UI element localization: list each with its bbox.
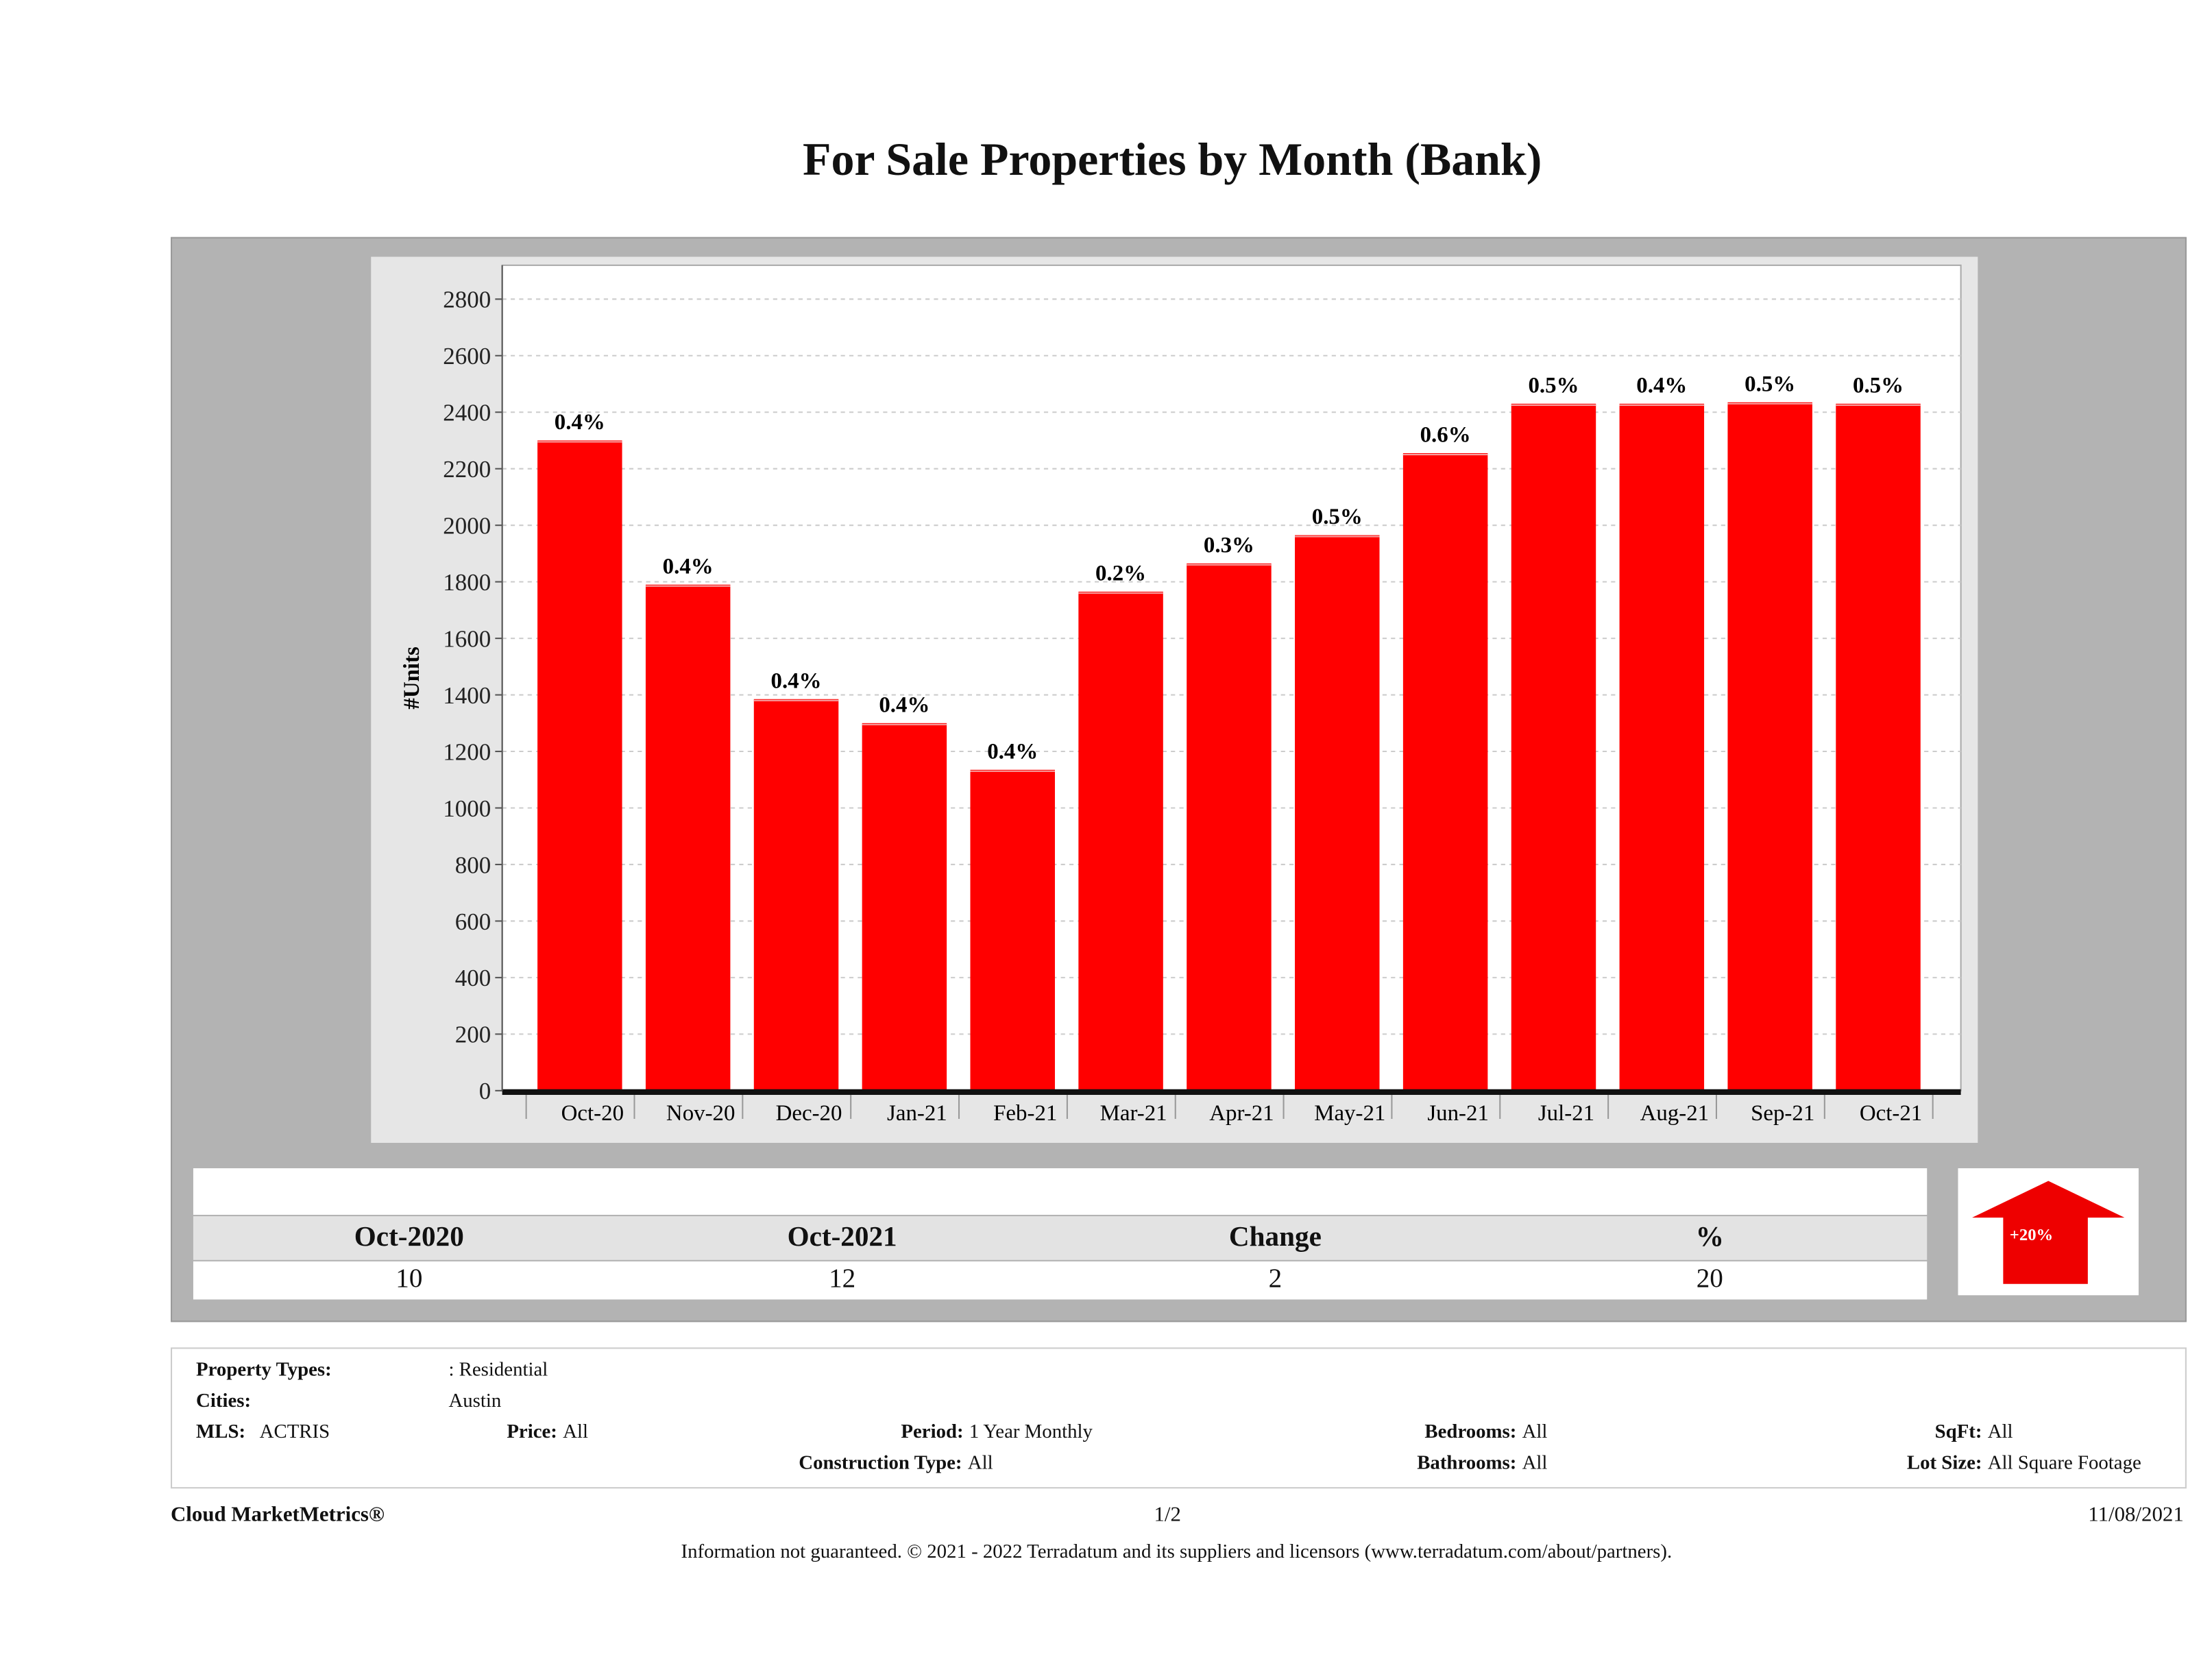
chart-title: For Sale Properties by Month (Bank)	[802, 135, 1542, 186]
x-tick-label: Jan-21	[887, 1101, 947, 1126]
bar	[753, 699, 839, 1091]
up-arrow-icon	[1972, 1181, 2125, 1284]
data-label: 0.5%	[1853, 373, 1904, 398]
x-tick-label: Apr-21	[1209, 1101, 1274, 1126]
y-tick-label: 0	[479, 1078, 491, 1104]
summary-header: Change	[1228, 1222, 1322, 1253]
x-tick-label: Oct-21	[1860, 1101, 1922, 1126]
bedrooms-value: All	[1522, 1422, 1548, 1444]
construction-type-label: Construction Type:	[799, 1453, 962, 1475]
bar	[1078, 592, 1163, 1091]
y-axis-label: #Units	[400, 647, 424, 709]
bar	[1511, 403, 1596, 1091]
x-tick-label: Jun-21	[1427, 1101, 1489, 1126]
data-label: 0.2%	[1095, 561, 1146, 586]
y-tick-label: 1800	[443, 569, 491, 596]
x-tick-label: Sep-21	[1751, 1101, 1814, 1126]
y-tick-label: 2800	[443, 287, 491, 313]
cities-label: Cities:	[196, 1391, 252, 1413]
mls-value: ACTRIS	[259, 1422, 330, 1444]
y-tick-label: 200	[455, 1022, 491, 1048]
y-tick-label: 1600	[443, 625, 491, 652]
y-tick-label: 400	[455, 965, 491, 991]
report-date: 11/08/2021	[2088, 1503, 2184, 1527]
change-badge-label: +20%	[2009, 1224, 2054, 1245]
x-tick-label: Jul-21	[1538, 1101, 1594, 1126]
summary-header-row: Oct-2020 Oct-2021 Change %	[193, 1216, 1928, 1260]
property-types-label: Property Types:	[196, 1360, 332, 1381]
data-label: 0.4%	[1636, 373, 1687, 398]
x-tick-label: Dec-20	[776, 1101, 842, 1126]
page-number: 1/2	[1154, 1503, 1181, 1527]
bar	[1187, 563, 1272, 1091]
summary-header: Oct-2021	[787, 1222, 897, 1253]
data-label: 0.4%	[771, 668, 822, 693]
period-value: 1 Year Monthly	[969, 1422, 1093, 1444]
summary-value: 10	[396, 1264, 423, 1294]
data-label: 0.4%	[663, 554, 714, 579]
chart-panel: 0 200 400 600 800 1000 1200 1400 1600 1800 2000 220…	[371, 256, 1978, 1143]
bar	[1402, 453, 1488, 1091]
change-badge: +20%	[1958, 1168, 2139, 1296]
bar-chart: 0 200 400 600 800 1000 1200 1400 1600 1800 2000 220…	[400, 264, 1962, 1126]
bedrooms-label: Bedrooms:	[1424, 1422, 1517, 1444]
price-label: Price:	[507, 1422, 557, 1444]
period-label: Period:	[901, 1422, 964, 1444]
summary-value: 20	[1696, 1264, 1723, 1294]
data-label: 0.4%	[879, 692, 929, 717]
y-tick-label: 2400	[443, 400, 491, 426]
bar	[645, 584, 731, 1091]
summary-header: %	[1695, 1222, 1724, 1253]
data-label: 0.5%	[1528, 373, 1579, 398]
bar	[1836, 403, 1921, 1091]
bar	[1727, 402, 1812, 1091]
bar	[1295, 535, 1380, 1091]
x-tick-label: Aug-21	[1640, 1101, 1710, 1126]
construction-type-value: All	[967, 1453, 993, 1475]
brand-name: Cloud MarketMetrics®	[171, 1503, 385, 1527]
y-tick-label: 1400	[443, 682, 491, 709]
data-label: 0.4%	[987, 739, 1038, 764]
disclaimer: Information not guaranteed. © 2021 - 202…	[681, 1542, 1673, 1564]
price-value: All	[563, 1422, 588, 1444]
x-tick-label: Oct-20	[561, 1101, 624, 1126]
data-label: 0.5%	[1312, 505, 1363, 529]
x-tick-label: Feb-21	[993, 1101, 1057, 1126]
summary-value-row: 10 12 2 20	[193, 1261, 1928, 1300]
data-label: 0.4%	[555, 410, 605, 435]
property-types-value: : Residential	[448, 1360, 548, 1381]
y-tick-label: 2600	[443, 343, 491, 370]
data-label: 0.5%	[1745, 372, 1795, 396]
summary-value: 2	[1268, 1264, 1283, 1294]
summary-blank-row	[193, 1168, 1928, 1215]
bar	[1619, 403, 1705, 1091]
y-tick-label: 800	[455, 851, 491, 878]
x-tick-label: Nov-20	[666, 1101, 736, 1126]
data-label: 0.6%	[1420, 423, 1471, 448]
lot-size-label: Lot Size:	[1906, 1453, 1982, 1475]
y-tick-label: 1000	[443, 795, 491, 822]
summary-value: 12	[829, 1264, 856, 1294]
bathrooms-label: Bathrooms:	[1417, 1453, 1517, 1475]
data-label: 0.3%	[1204, 533, 1254, 557]
cities-value: Austin	[448, 1391, 502, 1413]
bar	[537, 440, 622, 1091]
bar	[862, 723, 947, 1091]
summary-header: Oct-2020	[354, 1222, 464, 1253]
sqft-label: SqFt:	[1934, 1422, 1982, 1444]
report-criteria: Property Types: : Residential Cities: Au…	[171, 1347, 2187, 1489]
bathrooms-value: All	[1522, 1453, 1548, 1475]
x-tick-label: May-21	[1314, 1101, 1385, 1126]
mls-label: MLS:	[196, 1422, 246, 1444]
x-tick-label: Mar-21	[1100, 1101, 1167, 1126]
y-tick-label: 2000	[443, 513, 491, 540]
y-tick-label: 600	[455, 908, 491, 935]
lot-size-value: All Square Footage	[1987, 1453, 2141, 1475]
y-tick-label: 1200	[443, 738, 491, 765]
y-tick-label: 2200	[443, 456, 491, 483]
bar	[970, 769, 1055, 1091]
sqft-value: All	[1987, 1422, 2013, 1444]
